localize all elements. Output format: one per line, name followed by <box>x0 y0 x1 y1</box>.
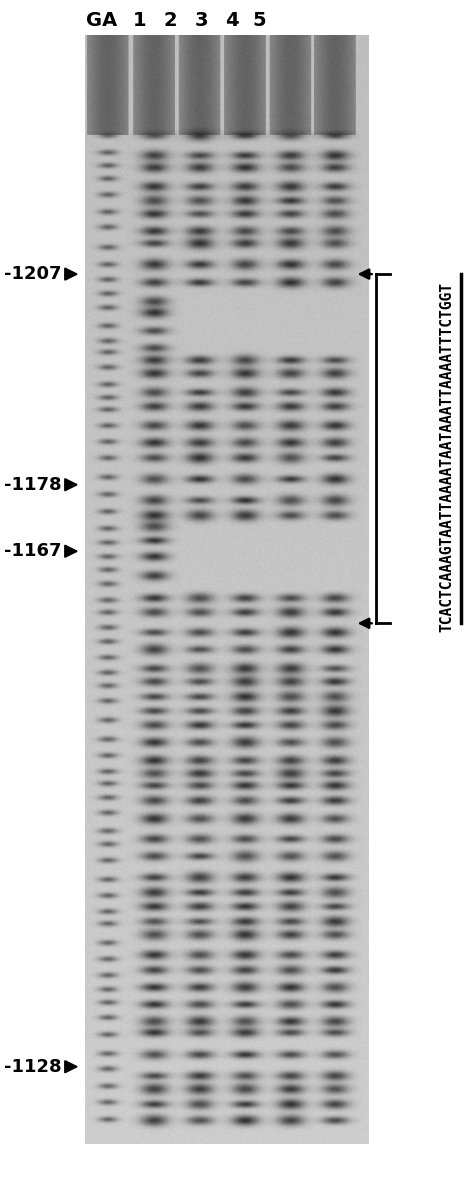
Text: -1207: -1207 <box>4 265 61 284</box>
Text: GA: GA <box>86 11 117 30</box>
Text: 4: 4 <box>225 11 238 30</box>
Text: -1167: -1167 <box>4 542 61 560</box>
Text: 5: 5 <box>253 11 266 30</box>
Text: -1178: -1178 <box>4 476 61 493</box>
Text: 3: 3 <box>194 11 208 30</box>
Text: -1128: -1128 <box>4 1057 61 1075</box>
Text: TCACTCAAAGTAATTAAAATAATAAATTAAAATTTCTGGT: TCACTCAAAGTAATTAAAATAATAAATTAAAATTTCTGGT <box>439 283 455 632</box>
Text: 2: 2 <box>164 11 177 30</box>
Text: 1: 1 <box>133 11 146 30</box>
